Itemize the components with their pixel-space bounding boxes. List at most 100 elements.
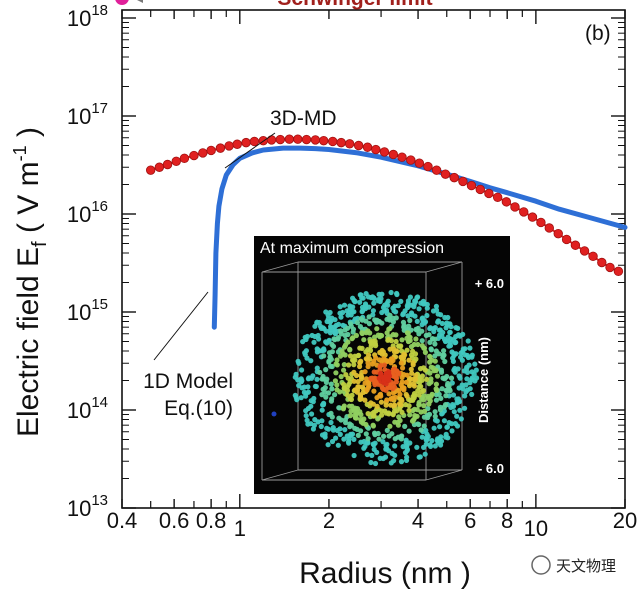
- series-point-3d-md: [466, 180, 477, 191]
- inset-particle: [456, 373, 462, 379]
- inset-particle: [334, 357, 340, 363]
- inset-particle: [393, 309, 399, 315]
- inset-particle: [409, 370, 415, 376]
- inset-particle: [392, 419, 398, 425]
- inset-particle: [315, 419, 321, 425]
- series-point-3d-md: [397, 152, 407, 162]
- x-tick-label: 1: [234, 516, 246, 541]
- inset-box-edge: [425, 261, 463, 273]
- series-point-3d-md: [570, 240, 581, 250]
- inset-particle: [338, 374, 344, 380]
- inset-particle: [391, 349, 398, 355]
- series-point-3d-md: [293, 134, 303, 144]
- inset-particle: [473, 367, 479, 373]
- y-tick-label: 1014: [67, 394, 108, 423]
- inset-particle: [428, 347, 434, 353]
- schwinger-limit-label: Schwinger limit: [277, 0, 432, 10]
- y-tick-label: 1017: [67, 100, 108, 129]
- inset-particle: [433, 392, 439, 398]
- inset-particle: [330, 343, 337, 349]
- watermark-text: 天文物理: [556, 557, 616, 575]
- inset-particle: [407, 317, 413, 324]
- inset-particle: [366, 314, 372, 320]
- inset-particle: [427, 442, 433, 448]
- inset-particle: [419, 434, 425, 440]
- series-point-3d-md: [189, 150, 199, 161]
- inset-particle: [416, 399, 422, 406]
- inset-particle: [407, 412, 413, 418]
- inset-particle: [438, 369, 445, 375]
- inset-particle: [359, 345, 365, 351]
- inset-particle: [363, 431, 369, 437]
- inset-particle: [317, 369, 323, 375]
- inset-particle: [341, 302, 348, 308]
- inset-particle: [454, 396, 460, 402]
- series-point-3d-md: [597, 257, 607, 268]
- inset-particle: [428, 376, 434, 382]
- inset-particle: [321, 347, 327, 353]
- inset-particle: [412, 313, 418, 319]
- inset-particle: [308, 403, 314, 409]
- inset-particle: [352, 357, 358, 363]
- inset-particle: [378, 399, 384, 405]
- inset-particle: [333, 370, 339, 376]
- inset-particle: [357, 299, 363, 305]
- inset-particle: [449, 349, 455, 355]
- inset-particle: [327, 319, 333, 325]
- series-point-3d-md: [215, 143, 226, 153]
- inset-particle: [433, 348, 439, 354]
- inset-particle: [376, 291, 382, 297]
- inset-particle: [464, 376, 470, 382]
- inset-particle: [432, 417, 439, 423]
- series-point-3d-md: [145, 165, 156, 175]
- panel-label: (b): [585, 22, 611, 45]
- inset-particle: [463, 382, 469, 388]
- inset-particle: [461, 368, 468, 374]
- inset-particle: [408, 344, 415, 350]
- inset-particle: [337, 389, 343, 395]
- inset-particle: [319, 407, 325, 413]
- inset-particle: [377, 334, 383, 340]
- inset-particle: [370, 422, 376, 428]
- inset-particle: [351, 362, 357, 368]
- inset-particle: [296, 360, 302, 366]
- inset-particle: [374, 326, 380, 332]
- inset-particle: [357, 359, 363, 365]
- inset-particle: [366, 380, 372, 386]
- inset-particle: [355, 379, 361, 385]
- inset-particle: [311, 395, 317, 402]
- x-tick-label: 0.6: [159, 508, 190, 533]
- inset-particle: [415, 341, 421, 348]
- inset-particle: [394, 291, 400, 298]
- inset-particle: [431, 328, 437, 335]
- inset-particle: [414, 318, 420, 324]
- inset-particle: [372, 460, 379, 467]
- inset-particle: [454, 400, 460, 406]
- inset-particle: [359, 376, 365, 382]
- inset-particle: [399, 374, 405, 380]
- inset-particle: [423, 441, 429, 447]
- inset-particle: [400, 312, 406, 318]
- inset-particle: [350, 329, 356, 335]
- inset-particle: [396, 414, 402, 420]
- y-axis-title-main: Electric field E: [12, 247, 45, 437]
- inset-particle: [366, 321, 372, 327]
- inset-particle: [437, 424, 443, 430]
- inset-particle: [345, 331, 351, 338]
- x-tick-label: 8: [501, 508, 513, 533]
- inset-particle: [385, 337, 391, 343]
- inset-particle: [337, 304, 343, 310]
- inset-particle: [327, 330, 333, 336]
- schwinger-limit-point: [115, 0, 129, 5]
- inset-particle: [271, 411, 277, 417]
- inset-particle: [293, 394, 299, 400]
- series-point-3d-md: [284, 134, 295, 144]
- inset-particle: [369, 361, 375, 367]
- y-axis-title-units-exp: -1: [10, 145, 30, 161]
- inset-particle: [365, 436, 371, 442]
- inset-particle: [418, 427, 424, 433]
- inset-particle: [379, 320, 385, 326]
- series-point-3d-md: [362, 142, 373, 152]
- inset-particle: [325, 426, 332, 432]
- inset-particle: [349, 431, 356, 437]
